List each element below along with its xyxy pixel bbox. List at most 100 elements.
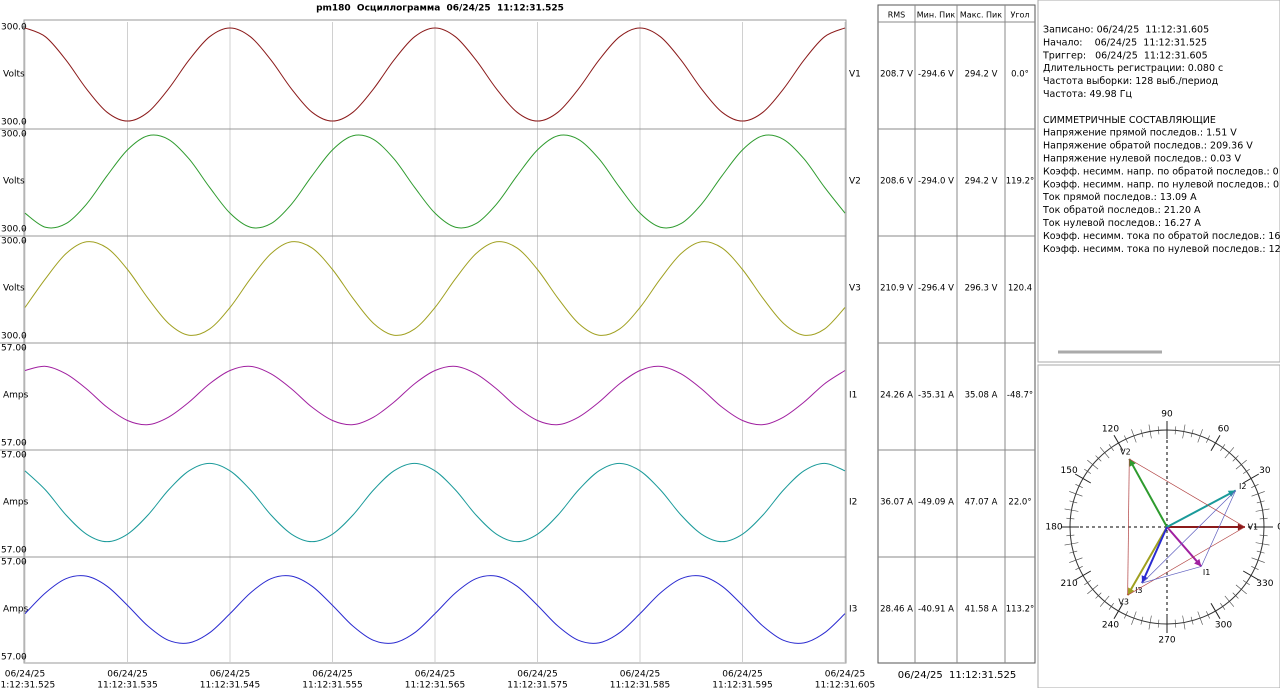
plot-frame [23, 19, 847, 664]
phasor-angle-label: 150 [1061, 466, 1078, 476]
phasor-minor-tick [1224, 595, 1235, 607]
table-cell: 119.2° [1006, 177, 1035, 187]
table-cell: 28.46 A [880, 605, 913, 615]
phasor-angle-label: 30 [1259, 466, 1271, 476]
phasor-vector [1166, 526, 1203, 568]
phasor-minor-tick [1148, 424, 1152, 439]
info-line: Напряжение нулевой последов.: 0.03 V [1043, 154, 1241, 165]
phasor-minor-tick [1095, 592, 1102, 599]
info-line: Напряжение прямой последов.: 1.51 V [1043, 128, 1237, 139]
phasor-minor-tick [1069, 557, 1083, 563]
channel-name: I1 [849, 391, 857, 401]
x-tick-time: 11:12:31.535 [97, 681, 157, 688]
phasor-minor-tick [1064, 508, 1079, 512]
phasor-minor-tick [1259, 534, 1268, 537]
table-cell: 0.0° [1011, 70, 1029, 80]
triangle-edge [1129, 458, 1246, 528]
phasor-angle-label: 60 [1218, 425, 1230, 435]
arrow-head [1141, 575, 1149, 584]
phasor-minor-tick [1157, 426, 1160, 435]
phasor-minor-tick [1190, 616, 1194, 625]
x-tick-date: 06/24/25 [415, 670, 455, 680]
table-cell: 47.07 A [965, 498, 998, 508]
x-tick-date: 06/24/25 [210, 670, 250, 680]
waveform [24, 27, 846, 122]
phasor-minor-tick [1182, 615, 1186, 630]
x-tick-date: 06/24/25 [517, 670, 557, 680]
info-line: Ток нулевой последов.: 16.27 A [1042, 218, 1201, 229]
y-tick-label: 300.0 [1, 23, 27, 33]
triangle-edge [1127, 458, 1130, 596]
phasor-minor-tick [1251, 484, 1259, 488]
phasor-minor-tick [1140, 429, 1144, 438]
table-cell: 208.7 V [880, 70, 913, 80]
phasor-angle-label: 330 [1256, 579, 1273, 589]
phasor-label: V1 [1248, 523, 1259, 532]
phasor-tick [1242, 473, 1260, 484]
waveform [24, 365, 846, 426]
arrow-head [1127, 587, 1135, 596]
table-cell: -296.4 V [918, 284, 954, 294]
table-header: Макс. Пик [960, 11, 1002, 20]
phasor-minor-tick [1066, 517, 1075, 520]
info-line: Коэфф. несимм. тока по обратой последов.… [1043, 231, 1280, 242]
phasor-minor-tick [1251, 557, 1265, 563]
table-header: Мин. Пик [917, 11, 956, 20]
phasor-angle-label: 270 [1158, 636, 1175, 646]
table-cell: 22.0° [1008, 498, 1031, 508]
phasor-minor-tick [1220, 444, 1226, 451]
info-line: Коэфф. несимм. напр. по обратой последов… [1043, 166, 1279, 177]
phasor-minor-tick [1087, 584, 1099, 595]
x-tick-date: 06/24/25 [620, 670, 660, 680]
phasor-minor-tick [1064, 542, 1079, 546]
table-cell: 294.2 V [965, 70, 998, 80]
y-tick-label: 57.00 [1, 558, 27, 568]
phasor-minor-tick [1255, 508, 1270, 512]
x-tick-date: 06/24/25 [107, 670, 147, 680]
phasor-minor-tick [1206, 435, 1210, 443]
x-tick-date: 06/24/25 [312, 670, 352, 680]
phasor-minor-tick [1259, 517, 1268, 520]
phasor-tick [1113, 602, 1124, 620]
info-line: Начало: 06/24/25 11:12:31.525 [1043, 37, 1207, 48]
phasor-minor-tick [1174, 619, 1177, 628]
phasor-angle-label: 0 [1277, 523, 1280, 533]
phasor-minor-tick [1256, 550, 1265, 554]
phasor-minor-tick [1099, 447, 1110, 459]
phasor-minor-tick [1220, 603, 1226, 610]
y-tick-label: 300.0 [1, 118, 27, 128]
phasor-minor-tick [1099, 595, 1110, 607]
x-tick-date: 06/24/25 [825, 670, 865, 680]
table-cell: -49.09 A [918, 498, 954, 508]
table-cell: -48.7° [1007, 391, 1033, 401]
phasor-minor-tick [1075, 484, 1083, 488]
table-cell: 208.6 V [880, 177, 913, 187]
channel-name: V3 [849, 284, 861, 294]
y-tick-label: 57.00 [1, 439, 27, 449]
y-tick-label: 57.00 [1, 344, 27, 354]
phasor-label: I3 [1135, 586, 1142, 595]
phasor-minor-tick [1235, 584, 1247, 595]
phasor-minor-tick [1235, 459, 1247, 470]
table-cell: 296.3 V [965, 284, 998, 294]
phasor-vector [1126, 526, 1168, 596]
phasor-minor-tick [1174, 426, 1177, 435]
table-cell: 113.2° [1006, 605, 1035, 615]
unit-label: Amps [3, 498, 29, 508]
phasor-minor-tick [1232, 455, 1239, 462]
phasor-tick [1210, 434, 1221, 452]
y-tick-label: 300.0 [1, 332, 27, 342]
x-tick-time: 11:12:31.575 [507, 681, 567, 688]
info-line: Триггер: 06/24/25 11:12:31.605 [1042, 50, 1208, 61]
phasor-minor-tick [1124, 435, 1128, 443]
channel-name: I2 [849, 498, 857, 508]
phasor-minor-tick [1157, 619, 1160, 628]
phasor-minor-tick [1084, 580, 1091, 586]
phasor-angle-label: 210 [1061, 579, 1078, 589]
table-footer: 06/24/25 11:12:31.525 [898, 670, 1016, 681]
unit-label: Amps [3, 391, 29, 401]
phasor-minor-tick [1069, 550, 1078, 554]
phasor-angle-label: 90 [1161, 410, 1173, 420]
phasor-minor-tick [1066, 534, 1075, 537]
